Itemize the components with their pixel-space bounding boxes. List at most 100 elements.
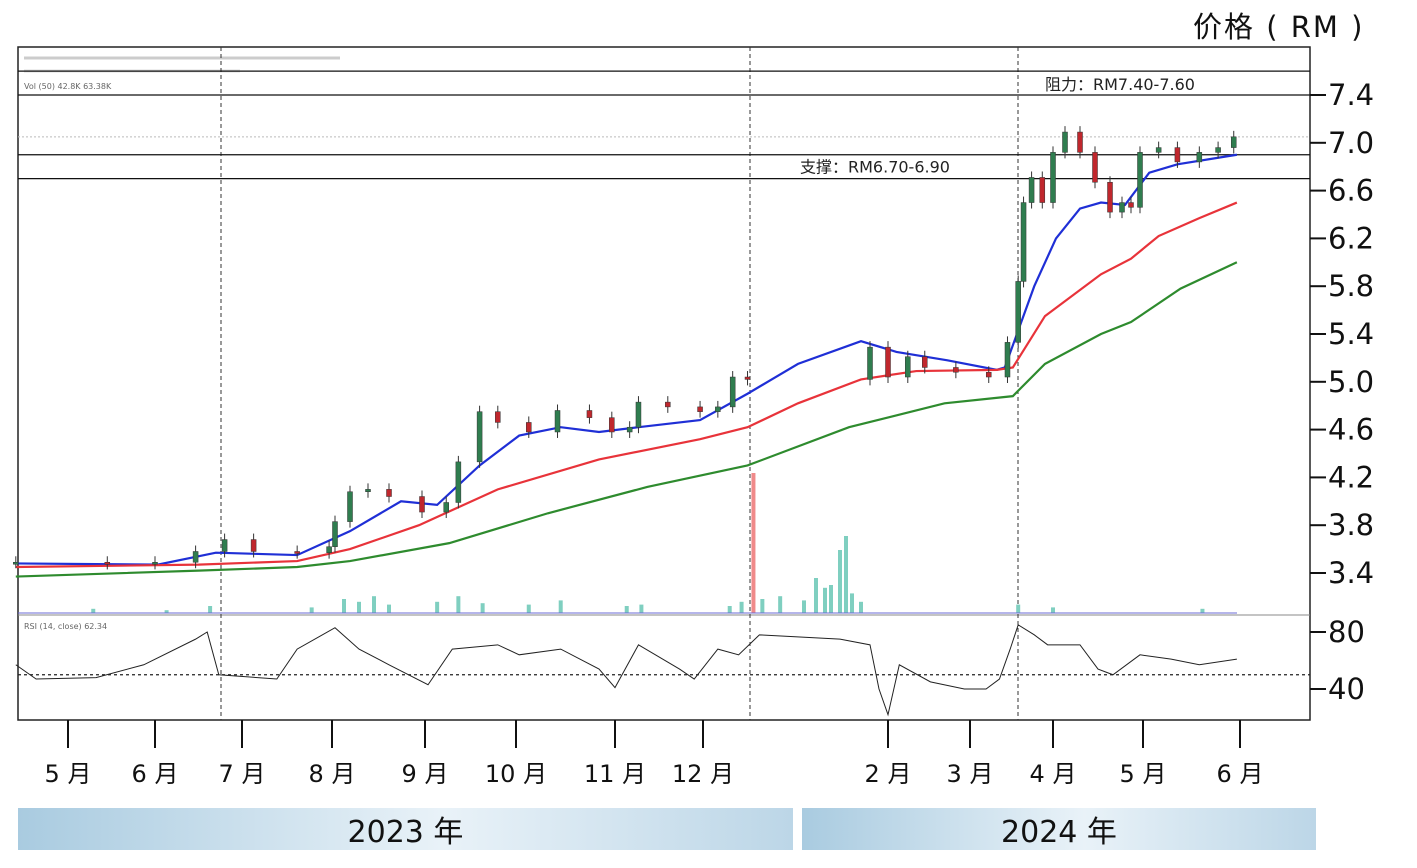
- volume-bar: [1200, 608, 1205, 613]
- volume-bar: [727, 606, 732, 613]
- rsi-tick-label: 40: [1328, 672, 1365, 706]
- moving-average-line-2: [15, 201, 1238, 569]
- volume-bar: [850, 593, 854, 613]
- x-tick-label: 3 月: [947, 760, 994, 788]
- x-tick-label: 11 月: [584, 760, 646, 788]
- resistance-label: 阻力：RM7.40-7.60: [1045, 75, 1195, 94]
- candle-body: [729, 376, 736, 408]
- candle-body: [13, 561, 19, 565]
- candle-body: [635, 401, 642, 428]
- volume-bar: [357, 601, 361, 613]
- volume-bar: [372, 596, 376, 613]
- candle-body: [1004, 342, 1011, 378]
- candle-body: [1137, 152, 1143, 208]
- volume-bar: [164, 610, 169, 613]
- volume-bar: [480, 603, 485, 613]
- candle-body: [1028, 177, 1035, 203]
- y-tick-label: 4.6: [1328, 413, 1374, 447]
- y-tick-label: 5.8: [1328, 269, 1374, 303]
- volume-bar: [778, 596, 783, 613]
- volume-bar: [526, 604, 531, 613]
- candle-body: [495, 411, 501, 423]
- volume-bar: [342, 599, 346, 613]
- x-tick-label: 7 月: [219, 760, 266, 788]
- candle-body: [152, 561, 158, 565]
- support-label: 支撑：RM6.70-6.90: [800, 158, 950, 177]
- volume-bar: [814, 578, 818, 613]
- volume-legend: Vol (50) 42.8K 63.38K: [24, 82, 112, 91]
- volume-bar: [859, 601, 863, 613]
- candle-body: [626, 426, 633, 433]
- candle-body: [476, 411, 483, 463]
- x-tick-label: 4 月: [1030, 760, 1077, 788]
- candle-body: [554, 410, 561, 433]
- x-tick-label: 6 月: [132, 760, 179, 788]
- volume-bar: [456, 596, 461, 613]
- candle-body: [715, 406, 721, 412]
- y-tick-label: 5.4: [1328, 317, 1374, 351]
- candle-body: [1174, 147, 1181, 163]
- candle-body: [419, 496, 425, 513]
- moving-average-line-1: [15, 153, 1238, 566]
- candle-body: [104, 561, 111, 565]
- rsi-legend: RSI (14, close) 62.34: [24, 622, 107, 631]
- candle-body: [455, 461, 462, 503]
- year-label-2023: 2023 年: [18, 808, 793, 850]
- volume-bar: [1051, 607, 1055, 613]
- candle-body: [221, 539, 228, 552]
- volume-bar: [760, 599, 765, 613]
- x-tick-label: 8 月: [309, 760, 356, 788]
- candle-body: [332, 521, 338, 547]
- volume-bar: [802, 600, 806, 613]
- volume-bar: [309, 607, 314, 613]
- candle-body: [1119, 202, 1125, 213]
- candle-body: [386, 489, 392, 497]
- volume-bar: [838, 550, 842, 613]
- candle-body: [922, 356, 928, 368]
- y-tick-label: 6.2: [1328, 221, 1374, 255]
- volume-bar: [829, 585, 833, 613]
- volume-bar: [208, 606, 213, 613]
- candle-body: [347, 491, 353, 522]
- y-tick-label: 4.2: [1328, 460, 1374, 494]
- candle-body: [985, 371, 992, 378]
- x-tick-label: 5 月: [45, 760, 92, 788]
- candle-body: [294, 551, 300, 554]
- candle-body: [526, 422, 532, 433]
- candle-body: [609, 417, 615, 433]
- x-tick-label: 12 月: [672, 760, 734, 788]
- volume-bar: [624, 606, 629, 613]
- candle-body: [744, 376, 751, 380]
- candle-body: [443, 502, 449, 513]
- candle-body: [1062, 131, 1068, 153]
- y-tick-label: 3.4: [1328, 556, 1374, 590]
- candle-body: [885, 346, 891, 378]
- volume-bar: [387, 604, 391, 613]
- y-tick-label: 3.8: [1328, 508, 1374, 542]
- volume-bar: [91, 608, 96, 613]
- x-tick-label: 6 月: [1217, 760, 1264, 788]
- volume-bar: [1016, 604, 1021, 613]
- candle-body: [697, 406, 703, 412]
- candle-body: [1128, 202, 1134, 208]
- year-label-2024: 2024 年: [802, 808, 1316, 850]
- candle-body: [1092, 152, 1098, 183]
- rsi-tick-label: 80: [1328, 615, 1365, 649]
- y-tick-label: 6.6: [1328, 174, 1374, 208]
- candle-body: [953, 367, 959, 373]
- y-tick-label: 7.0: [1328, 126, 1374, 160]
- candle-body: [665, 401, 671, 408]
- rsi-line: [15, 624, 1237, 717]
- volume-bar: [844, 536, 848, 613]
- volume-bar: [435, 601, 440, 613]
- volume-bar: [751, 473, 756, 613]
- y-tick-label: 5.0: [1328, 365, 1374, 399]
- volume-bar: [558, 600, 563, 613]
- x-tick-label: 2 月: [865, 760, 912, 788]
- candle-body: [1230, 136, 1237, 148]
- candle-body: [1107, 181, 1113, 213]
- candle-body: [1155, 147, 1162, 153]
- candle-body: [1215, 147, 1221, 153]
